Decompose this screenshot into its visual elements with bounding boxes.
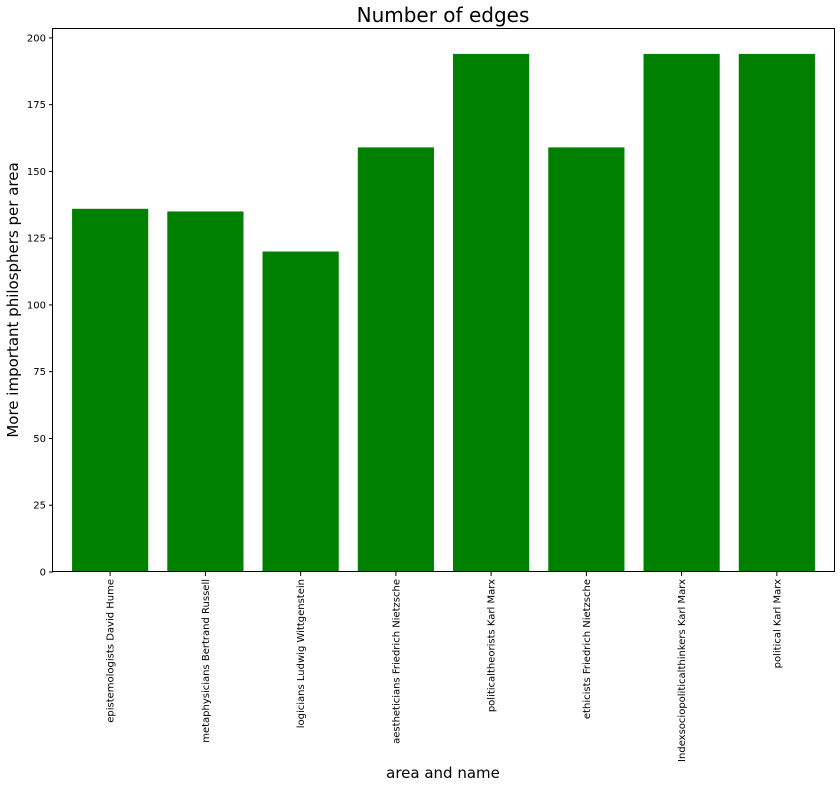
x-tick-label: epistemologists David Hume: [106, 579, 117, 723]
y-tick-label: 25: [33, 501, 46, 512]
x-tick-label: aestheticians Friedrich Nietzsche: [391, 579, 402, 744]
y-tick-label: 100: [27, 300, 46, 311]
bar-7: [643, 53, 720, 572]
x-tick-label: metaphysicians Bertrand Russell: [201, 579, 212, 743]
bar-1: [72, 208, 149, 573]
y-tick-label: 200: [27, 33, 46, 44]
x-axis-label: area and name: [386, 764, 500, 782]
bar-5: [453, 53, 530, 572]
y-tick-label: 125: [27, 234, 46, 245]
x-tick-label: politicaltheorists Karl Marx: [487, 579, 498, 712]
x-tick-label: logicians Ludwig Wittgenstein: [296, 579, 307, 728]
y-axis-ticks: 0 25 50 75 100 125 150 175 200: [27, 33, 53, 579]
y-axis-label: More important philosphers per area: [4, 162, 22, 437]
bar-3: [262, 251, 339, 572]
x-axis-ticks: epistemologists David Hume metaphysicians…: [106, 572, 783, 762]
bar-2: [167, 211, 244, 573]
y-tick-label: 175: [27, 100, 46, 111]
y-tick-label: 0: [40, 568, 46, 579]
plot-frame: [52, 28, 835, 572]
y-tick-label: 50: [33, 434, 46, 445]
x-tick-label: political Karl Marx: [772, 579, 783, 668]
bars-group: [72, 53, 815, 573]
y-tick-label: 75: [33, 367, 46, 378]
bar-6: [548, 147, 625, 572]
chart-title: Number of edges: [357, 3, 530, 27]
y-tick-label: 150: [27, 167, 46, 178]
bar-4: [357, 147, 434, 572]
x-tick-label: Indexsociopoliticalthinkers Karl Marx: [677, 579, 688, 762]
bar-8: [738, 53, 815, 572]
x-tick-label: ethicists Friedrich Nietzsche: [582, 579, 593, 719]
